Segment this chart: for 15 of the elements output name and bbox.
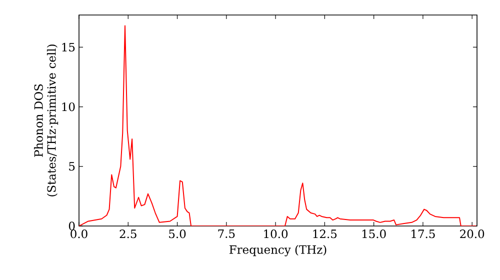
x-tick-label: 20.0 xyxy=(460,230,484,238)
x-tick-label: 17.5 xyxy=(412,230,435,238)
y-tick-label: 5 xyxy=(69,162,75,171)
y-tick-label: 0 xyxy=(68,222,75,230)
x-tick-label: 15.0 xyxy=(362,230,386,238)
y-tick-label: 15 xyxy=(62,42,75,52)
y-axis-title: Phonon DOS (States/THz·primitive cell) xyxy=(34,44,58,196)
x-tick-label: 5.0 xyxy=(169,230,186,238)
x-tick-label: 2.5 xyxy=(120,230,136,238)
x-tick-label: 7.5 xyxy=(218,230,235,238)
x-tick-label: 10.0 xyxy=(264,230,288,238)
x-tick-label: 12.5 xyxy=(313,230,337,238)
x-tick-label: 0.0 xyxy=(70,230,88,238)
y-tick-label: 10 xyxy=(62,102,75,112)
x-axis-title: Frequency (THz) xyxy=(230,245,326,256)
